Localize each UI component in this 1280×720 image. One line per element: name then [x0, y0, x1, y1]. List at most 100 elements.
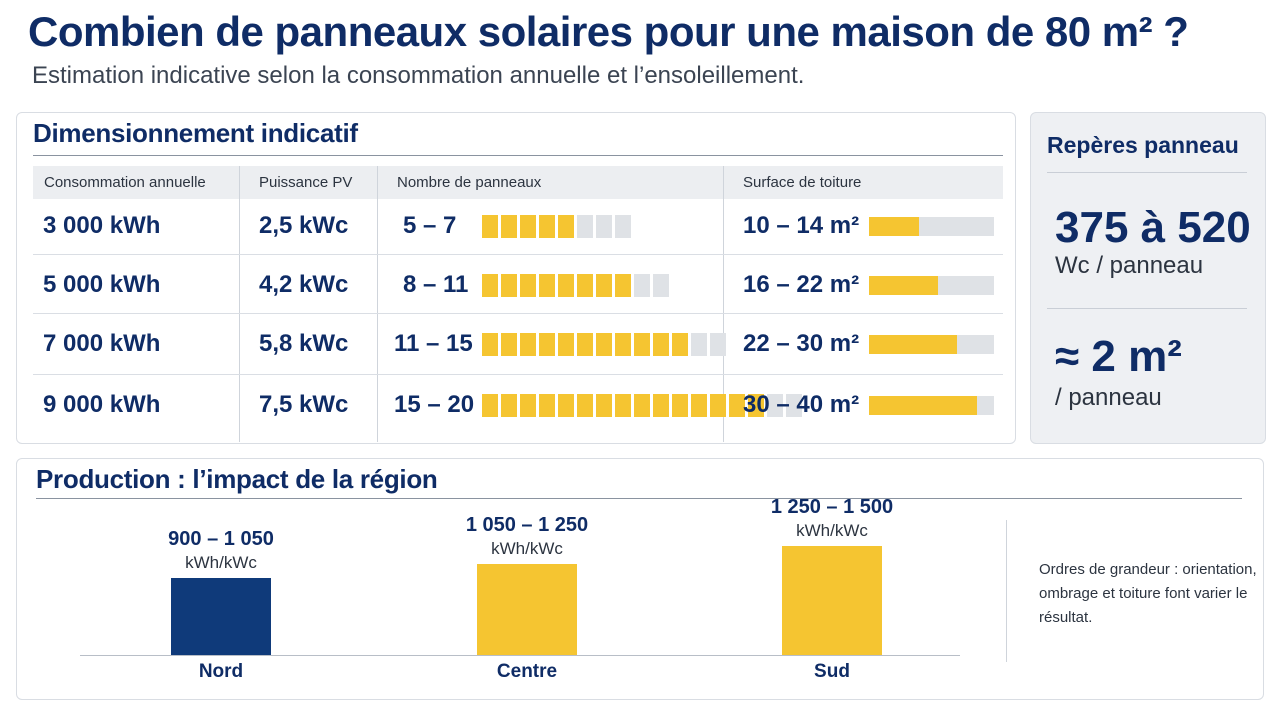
col-divider: [239, 166, 240, 442]
panel-square-filled: [748, 394, 764, 417]
panel-square-empty: [786, 394, 802, 417]
panel-square-filled: [558, 274, 574, 297]
panel-refs-rule: [1047, 172, 1247, 173]
surface-bar-track: [869, 335, 994, 354]
panel-square-filled: [520, 274, 536, 297]
surface-cell: 22 – 30 m²: [743, 330, 860, 357]
consumption-cell: 5 000 kWh: [43, 271, 161, 298]
region-bar-sud: [782, 546, 882, 655]
panel-square-filled: [539, 274, 555, 297]
col-header-panels: Nombre de panneaux: [397, 174, 542, 191]
panel-square-filled: [653, 333, 669, 356]
panel-square-empty: [710, 333, 726, 356]
panel-square-filled: [482, 394, 498, 417]
col-divider: [377, 166, 378, 442]
bar-unit-label: kWh/kWc: [185, 553, 257, 572]
surface-bar-track: [869, 276, 994, 295]
panel-square-filled: [520, 394, 536, 417]
surface-bar-fill: [869, 396, 977, 415]
consumption-cell: 3 000 kWh: [43, 212, 161, 239]
power-cell: 7,5 kWc: [259, 391, 349, 418]
panel-square-filled: [482, 333, 498, 356]
panel-area-value: ≈ 2 m²: [1055, 332, 1182, 381]
panel-square-filled: [710, 394, 726, 417]
panel-square-filled: [577, 394, 593, 417]
panel-square-filled: [539, 333, 555, 356]
panel-square-filled: [672, 394, 688, 417]
panel-square-empty: [691, 333, 707, 356]
panel-square-filled: [482, 274, 498, 297]
col-header-power: Puissance PV: [259, 174, 353, 191]
power-cell: 2,5 kWc: [259, 212, 349, 239]
surface-bar-track: [869, 217, 994, 236]
consumption-cell: 7 000 kWh: [43, 330, 161, 357]
panel-square-filled: [501, 394, 517, 417]
consumption-cell: 9 000 kWh: [43, 391, 161, 418]
panel-square-empty: [767, 394, 783, 417]
sizing-heading: Dimensionnement indicatif: [33, 118, 358, 148]
panel-square-filled: [520, 333, 536, 356]
panel-square-filled: [501, 274, 517, 297]
panel-refs-card: [1030, 112, 1266, 444]
region-bar-nord: [171, 578, 271, 655]
panel-square-filled: [482, 215, 498, 238]
panel-square-filled: [539, 215, 555, 238]
panel-square-filled: [596, 394, 612, 417]
panel-square-filled: [653, 394, 669, 417]
region-bar-centre: [477, 564, 577, 655]
surface-bar-fill: [869, 276, 938, 295]
panel-area-unit: / panneau: [1055, 384, 1162, 411]
panel-square-empty: [596, 215, 612, 238]
panel-square-filled: [615, 333, 631, 356]
panel-square-filled: [558, 333, 574, 356]
surface-bar-fill: [869, 217, 919, 236]
page-title: Combien de panneaux solaires pour une ma…: [28, 8, 1189, 55]
panel-square-filled: [596, 333, 612, 356]
bar-range-label: 1 050 – 1 250: [465, 514, 589, 536]
row-divider: [33, 254, 1003, 255]
panel-square-filled: [558, 215, 574, 238]
panels-cell: 11 – 15: [394, 330, 473, 357]
col-header-consumption: Consommation annuelle: [44, 174, 206, 191]
panel-square-filled: [501, 215, 517, 238]
panel-square-filled: [539, 394, 555, 417]
panel-square-empty: [653, 274, 669, 297]
col-divider: [723, 166, 724, 442]
panel-square-filled: [577, 274, 593, 297]
row-divider: [33, 313, 1003, 314]
page-subtitle: Estimation indicative selon la consommat…: [32, 62, 805, 89]
panel-power-value: 375 à 520: [1055, 203, 1251, 252]
surface-bar-track: [869, 396, 994, 415]
bar-category-label: Nord: [198, 661, 244, 682]
panel-square-empty: [577, 215, 593, 238]
power-cell: 5,8 kWc: [259, 330, 349, 357]
surface-cell: 30 – 40 m²: [743, 391, 860, 418]
bar-category-label: Sud: [814, 661, 850, 682]
panels-cell: 15 – 20: [394, 391, 475, 418]
chart-baseline: [80, 655, 960, 656]
row-divider: [33, 374, 1003, 375]
panels-cell: 5 – 7: [403, 212, 457, 239]
surface-cell: 16 – 22 m²: [743, 271, 860, 298]
surface-cell: 10 – 14 m²: [743, 212, 860, 239]
note-divider: [1006, 520, 1007, 662]
surface-bar-fill: [869, 335, 957, 354]
panel-square-filled: [634, 333, 650, 356]
power-cell: 4,2 kWc: [259, 271, 349, 298]
panel-power-unit: Wc / panneau: [1055, 252, 1204, 279]
panel-square-filled: [691, 394, 707, 417]
panels-cell: 8 – 11: [403, 271, 469, 298]
production-heading: Production : l’impact de la région: [36, 464, 438, 494]
panel-square-filled: [672, 333, 688, 356]
bar-range-label: 900 – 1 050: [168, 528, 274, 550]
panel-square-filled: [558, 394, 574, 417]
panel-square-filled: [577, 333, 593, 356]
panel-square-filled: [615, 274, 631, 297]
bar-unit-label: kWh/kWc: [491, 539, 563, 558]
production-heading-rule: [36, 498, 1242, 499]
bar-category-label: Centre: [496, 661, 558, 682]
panel-square-filled: [501, 333, 517, 356]
panel-square-empty: [634, 274, 650, 297]
table-header: [33, 166, 1003, 199]
bar-unit-label: kWh/kWc: [796, 521, 868, 540]
